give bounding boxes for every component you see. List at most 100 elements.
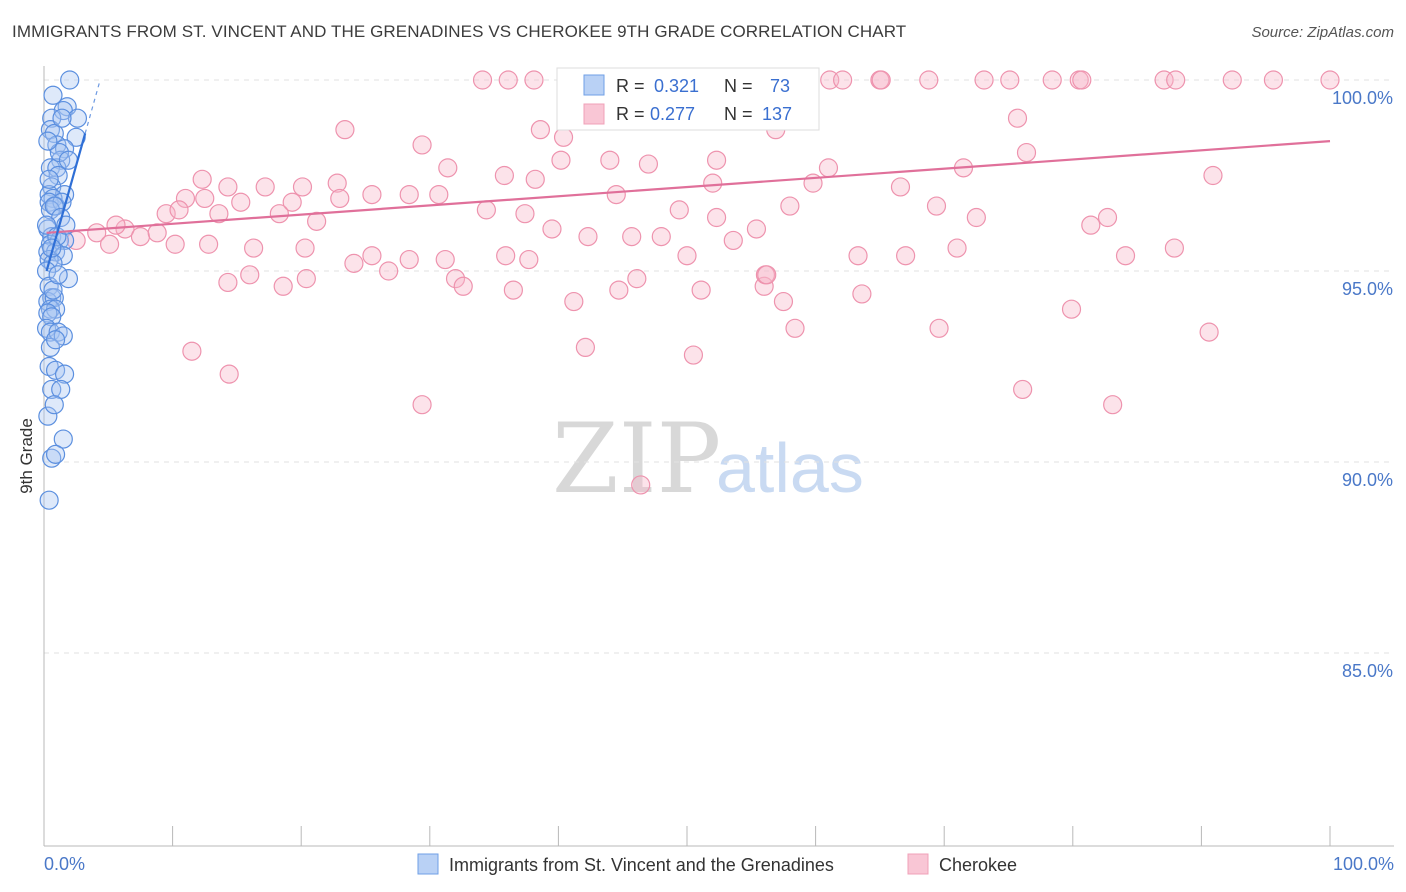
immigrants-point-7 bbox=[44, 123, 64, 144]
cherokee-point-2 bbox=[524, 70, 544, 90]
cherokee-point-35 bbox=[525, 169, 545, 189]
cherokee-point-15 bbox=[1042, 70, 1062, 90]
cherokee-point-112 bbox=[564, 291, 584, 312]
immigrants-point-67 bbox=[48, 265, 68, 285]
trendlines bbox=[45, 79, 1331, 272]
immigrants-point-22 bbox=[40, 200, 61, 220]
immigrants-point-71 bbox=[45, 330, 66, 350]
cherokee-point-10 bbox=[833, 70, 853, 90]
cherokee-point-92 bbox=[677, 246, 697, 266]
cherokee-point-81 bbox=[147, 223, 167, 243]
cherokee-point-37 bbox=[600, 150, 620, 170]
cherokee-point-0 bbox=[472, 70, 493, 90]
x-tick-label-100: 100.0% bbox=[1333, 854, 1394, 874]
cherokee-point-64 bbox=[209, 204, 229, 224]
cherokee-point-56 bbox=[330, 188, 350, 209]
cherokee-point-91 bbox=[622, 227, 642, 247]
y-tick-label-0: 100.0% bbox=[1332, 88, 1393, 108]
cherokee-point-47 bbox=[292, 177, 313, 197]
immigrants-point-66 bbox=[44, 395, 64, 415]
cherokee-point-62 bbox=[156, 204, 176, 224]
cherokee-point-77 bbox=[966, 207, 986, 228]
cherokee-point-75 bbox=[780, 196, 800, 216]
cherokee-point-65 bbox=[269, 204, 289, 224]
cherokee-point-105 bbox=[273, 276, 293, 296]
cherokee-point-22 bbox=[1166, 70, 1186, 90]
cherokee-point-109 bbox=[445, 269, 466, 289]
cherokee-point-71 bbox=[669, 200, 689, 220]
cherokee-point-27 bbox=[412, 135, 432, 155]
cherokee-point-26 bbox=[335, 120, 355, 140]
immigrants-trendline bbox=[45, 133, 87, 272]
cherokee-point-63 bbox=[169, 200, 189, 220]
y-tick-label-2: 90.0% bbox=[1342, 470, 1393, 490]
cherokee-point-101 bbox=[99, 234, 120, 254]
cherokee-point-1 bbox=[498, 70, 518, 90]
cherokee-point-34 bbox=[494, 165, 514, 186]
stats-pink-n-label: N = bbox=[724, 104, 753, 124]
cherokee-point-128 bbox=[575, 337, 596, 357]
cherokee-point-57 bbox=[515, 204, 535, 224]
stats-blue-n-value: 73 bbox=[770, 76, 790, 96]
cherokee-point-13 bbox=[974, 70, 994, 90]
cherokee-point-50 bbox=[399, 185, 419, 205]
cherokee-point-95 bbox=[947, 238, 967, 258]
cherokee-point-42 bbox=[1016, 142, 1037, 163]
cherokee-point-120 bbox=[785, 318, 805, 338]
cherokee-point-107 bbox=[344, 253, 364, 273]
cherokee-point-18 bbox=[1154, 70, 1174, 90]
cherokee-trendline bbox=[46, 140, 1331, 234]
cherokee-point-121 bbox=[852, 284, 872, 304]
cherokee-point-36 bbox=[551, 150, 571, 170]
immigrants-point-56 bbox=[42, 448, 62, 468]
cherokee-point-89 bbox=[496, 246, 516, 266]
stats-box: R = 0.321 N = 73 R = 0.277 N = 137 bbox=[556, 67, 820, 131]
cherokee-point-74 bbox=[746, 219, 767, 239]
cherokee-point-86 bbox=[362, 246, 382, 266]
stats-blue-n-label: N = bbox=[724, 76, 753, 96]
cherokee-point-68 bbox=[542, 219, 562, 239]
cherokee-point-17 bbox=[1072, 70, 1092, 90]
cherokee-point-39 bbox=[706, 150, 727, 170]
immigrants-points bbox=[36, 70, 88, 510]
immigrants-point-57 bbox=[45, 444, 66, 464]
immigrants-point-36 bbox=[58, 269, 79, 289]
immigrants-point-69 bbox=[52, 108, 72, 128]
cherokee-point-127 bbox=[412, 395, 432, 415]
cherokee-point-33 bbox=[438, 158, 458, 178]
immigrants-point-10 bbox=[54, 139, 75, 159]
cherokee-point-59 bbox=[703, 173, 723, 193]
cherokee-point-46 bbox=[255, 177, 275, 197]
cherokee-point-96 bbox=[1081, 215, 1101, 235]
cherokee-point-84 bbox=[244, 238, 264, 258]
cherokee-point-76 bbox=[926, 196, 947, 216]
cherokee-point-131 bbox=[1103, 395, 1123, 415]
watermark-atlas: atlas bbox=[716, 429, 864, 507]
immigrants-point-32 bbox=[53, 246, 73, 266]
legend-pink-swatch bbox=[907, 853, 929, 875]
cherokee-point-122 bbox=[929, 318, 949, 338]
cherokee-point-32 bbox=[1007, 108, 1028, 128]
cherokee-point-83 bbox=[199, 234, 219, 254]
immigrants-point-70 bbox=[42, 238, 62, 258]
immigrants-point-68 bbox=[38, 131, 58, 151]
cherokee-point-106 bbox=[296, 269, 316, 289]
cherokee-point-108 bbox=[379, 261, 399, 281]
cherokee-point-72 bbox=[706, 207, 727, 228]
cherokee-point-25 bbox=[871, 70, 891, 90]
cherokee-point-82 bbox=[165, 234, 185, 254]
immigrants-point-47 bbox=[48, 322, 68, 342]
watermark-zip: ZIP bbox=[552, 403, 721, 515]
source-label: Source: ZipAtlas.com bbox=[1251, 24, 1394, 41]
chart-title: IMMIGRANTS FROM ST. VINCENT AND THE GREN… bbox=[12, 22, 907, 41]
immigrants-trendline-extension bbox=[84, 79, 101, 134]
legend-blue-label: Immigrants from St. Vincent and the Gren… bbox=[449, 855, 834, 875]
immigrants-point-64 bbox=[58, 150, 79, 170]
cherokee-point-19 bbox=[1222, 70, 1242, 90]
legend: Immigrants from St. Vincent and the Gren… bbox=[417, 853, 1017, 875]
cherokee-point-38 bbox=[638, 154, 659, 174]
cherokee-point-87 bbox=[399, 249, 419, 270]
cherokee-point-113 bbox=[609, 280, 629, 300]
immigrants-point-1 bbox=[43, 85, 63, 105]
cherokee-point-93 bbox=[848, 246, 868, 266]
